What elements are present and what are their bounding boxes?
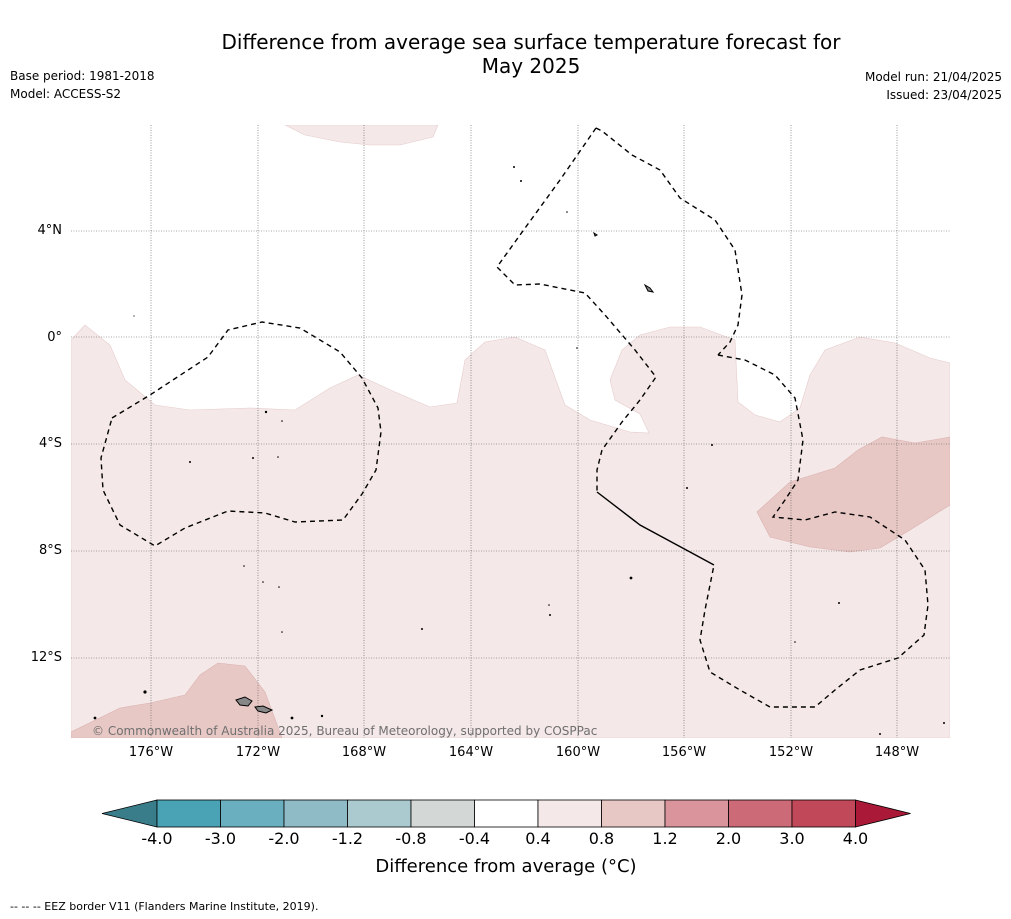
lon-label-176w: 176°W <box>128 745 174 760</box>
colorbar-tick-label: -0.4 <box>458 829 491 848</box>
lat-label-4n: 4°N <box>37 223 63 238</box>
colorbar-tick-label: 1.2 <box>652 829 678 848</box>
colorbar-tick-label: -3.0 <box>204 829 237 848</box>
eez-legend-note: -- -- -- EEZ border V11 (Flanders Marine… <box>10 900 319 913</box>
colorbar-tick-label: 0.8 <box>588 829 615 848</box>
colorbar-segment <box>728 799 793 828</box>
colorbar-segment <box>410 799 475 828</box>
chart-title: Difference from average sea surface temp… <box>0 30 1011 78</box>
colorbar-extend-high <box>855 799 911 828</box>
eez-borders <box>100 127 929 708</box>
anomaly-region-0.8-1.2-east <box>756 436 950 553</box>
colorbar-segment <box>601 799 666 828</box>
island-upolu <box>254 705 274 714</box>
lon-label-168w: 168°W <box>341 745 387 760</box>
lat-label-0: 0° <box>47 330 62 345</box>
eez-border-shared <box>596 491 715 566</box>
colorbar-tick-label: 3.0 <box>779 829 805 848</box>
island-pukapuka <box>593 231 598 237</box>
lon-label-164w: 164°W <box>448 745 494 760</box>
eez-border-kiribati-phoenix <box>100 321 382 547</box>
title-line-2: May 2025 <box>481 54 581 78</box>
gridlines <box>71 125 950 738</box>
lat-label-8s: 8°S <box>38 543 62 558</box>
colorbar-tick-label: 4.0 <box>842 829 869 848</box>
title-line-1: Difference from average sea surface temp… <box>221 30 841 54</box>
lon-label-172w: 172°W <box>235 745 281 760</box>
colorbar-segment <box>537 799 602 828</box>
colorbar-segment <box>156 799 221 828</box>
colorbar-tick-label: -2.0 <box>268 829 300 848</box>
lat-label-4s: 4°S <box>38 436 62 451</box>
colorbar-tick-label: -0.8 <box>395 829 427 848</box>
colorbar-title-text: Difference from average ( <box>375 856 608 877</box>
colorbar-title: Difference from average (°C) <box>0 856 1011 877</box>
colorbar-segment <box>220 799 285 828</box>
base-period-text: Base period: 1981-2018 <box>10 69 155 83</box>
colorbar <box>101 799 911 828</box>
model-text: Model: ACCESS-S2 <box>10 87 122 101</box>
colorbar-segment <box>664 799 729 828</box>
colorbar-tick-label: -4.0 <box>141 829 173 848</box>
island-jarvis <box>643 283 655 293</box>
model-run-text: Model run: 21/04/2025 <box>864 70 1002 84</box>
colorbar-segment <box>474 799 539 828</box>
colorbar-extend-low <box>101 799 158 828</box>
atolls <box>93 166 945 735</box>
anomaly-region-0.4-0.8 <box>71 324 950 738</box>
island-savaii <box>235 696 253 707</box>
anomaly-region-0.8-1.2-southwest <box>71 662 283 738</box>
eez-border-kiribati-line-north <box>595 127 743 356</box>
issued-text: Issued: 23/04/2025 <box>886 88 1002 102</box>
colorbar-title-unit: °C) <box>607 856 637 877</box>
eez-border-central <box>496 127 657 492</box>
meta-right: Model run: 21/04/2025 Issued: 23/04/2025 <box>865 68 1002 104</box>
lon-label-160w: 160°W <box>555 745 601 760</box>
colorbar-tick-label: 2.0 <box>715 829 742 848</box>
lon-label-156w: 156°W <box>661 745 707 760</box>
islands <box>235 231 655 714</box>
colorbar-segment <box>791 799 856 828</box>
meta-left: Base period: 1981-2018 Model: ACCESS-S2 <box>10 67 155 103</box>
colorbar-tick-label: 0.4 <box>525 829 551 848</box>
lon-label-152w: 152°W <box>768 745 814 760</box>
copyright-text: © Commonwealth of Australia 2025, Bureau… <box>92 724 598 738</box>
lat-label-12s: 12°S <box>30 650 62 665</box>
colorbar-segment <box>347 799 412 828</box>
colorbar-segment <box>283 799 348 828</box>
colorbar-tick-label: -1.2 <box>331 829 364 848</box>
lon-label-148w: 148°W <box>874 745 920 760</box>
map-area <box>71 125 950 738</box>
anomaly-region-top <box>284 125 439 146</box>
